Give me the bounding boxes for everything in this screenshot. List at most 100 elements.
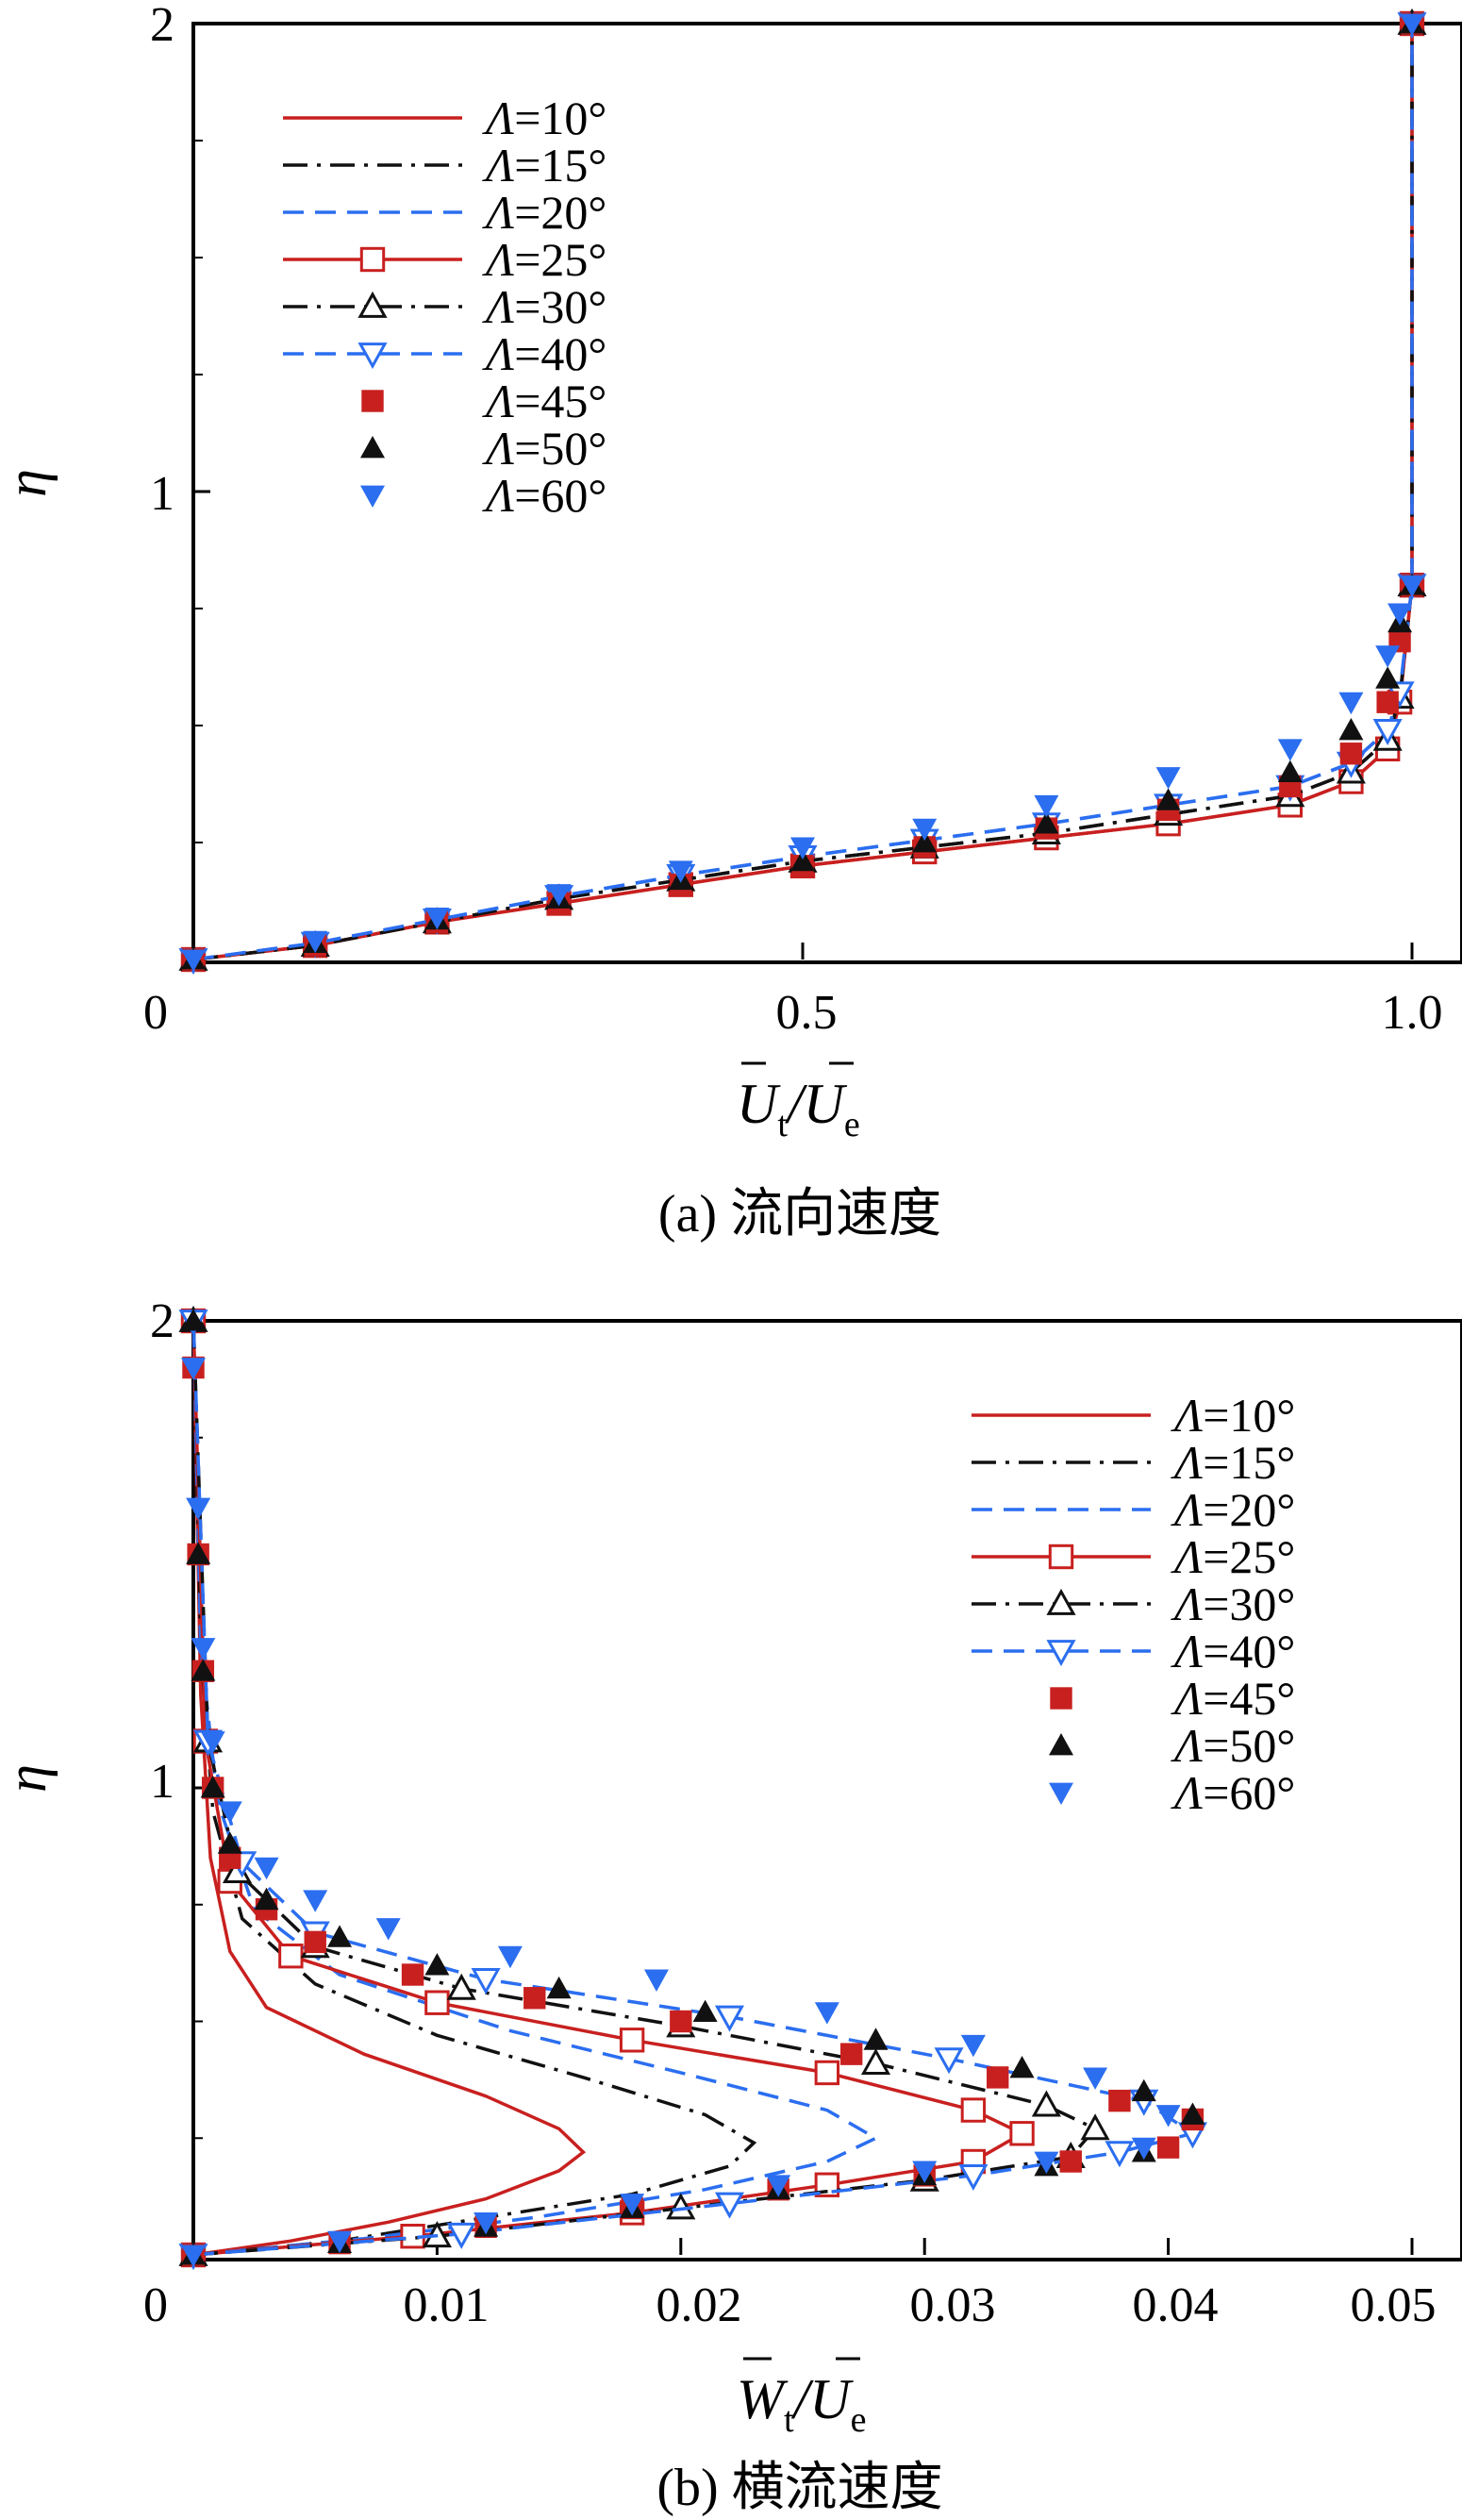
panel-a-legend-marker-8 [360,485,385,508]
panel-a-legend-label-7: Λ=50° [482,422,606,475]
panel-b-series-5 [178,1310,1207,2271]
panel-a-x-tick-0: 0 [143,986,168,1040]
panel-b-series-7-point-9 [1131,2078,1156,2102]
panel-b-legend-label-0: Λ=10° [1171,1389,1295,1442]
panel-a-series-8-point-11 [1375,645,1401,668]
panel-b-legend-value-5: =40° [1203,1625,1295,1677]
panel-b-series-8-point-4 [766,2175,791,2197]
panel-a-legend-value-3: =25° [514,233,606,286]
panel-b-legend-label-1: Λ=15° [1171,1436,1295,1489]
panel-b-series-6-point-14 [401,1963,424,1986]
panel-b-series-5-point-7 [934,2047,964,2075]
panel-b-caption: (b) 横流速度 [656,2459,942,2517]
panel-b-series-8-point-17 [217,1801,242,1824]
panel-b-x-axis-label: Wt/Ue [737,2357,866,2440]
panel-b-legend-value-7: =50° [1203,1719,1295,1772]
panel-b-series-8-point-12 [643,1969,669,1992]
panel-b-legend-value-6: =45° [1203,1672,1295,1725]
panel-b: 2 1 0 0.01 0.02 0.03 0.04 0.05 η Wt/Ue (… [0,1294,1462,2517]
panel-b-legend-item-5: Λ=40° [972,1625,1295,1677]
panel-b-x-tick-0-01: 0.01 [404,2278,490,2332]
panel-b-series-7-point-11 [863,2028,889,2050]
panel-a-series-8-point-6 [912,818,938,842]
panel-b-legend-marker-6 [1050,1687,1072,1710]
panel-a-series-8-point-7 [1034,794,1059,818]
panel-a-series-8-point-13 [1400,575,1424,598]
panel-b-series [178,1305,1207,2271]
panel-b-legend-marker-3 [1048,1544,1074,1570]
panel-a-series-8-point-1 [303,930,328,954]
panel-b-series-3 [180,1308,1035,2268]
panel-b-y-axis-label: η [0,1764,58,1793]
panel-a-series-8-point-12 [1387,603,1413,626]
panel-b-series-7-point-8 [1180,2102,1205,2125]
panel-b-series-2-line [191,1320,880,2257]
panel-b-series-5-point-1 [446,2222,476,2249]
panel-a-x-axis-label: Ut/Ue [737,1061,860,1144]
panel-b-series-8-point-6 [1034,2151,1059,2174]
panel-a-legend-label-5: Λ=40° [482,327,606,380]
panel-b-series-8-point-2 [473,2211,499,2235]
panel-a-x-tick-1-0: 1.0 [1382,986,1443,1040]
panel-b-series-6-point-11 [839,2043,863,2065]
panel-b-x-tick-0-03: 0.03 [910,2278,996,2332]
panel-a-series-8-point-5 [790,837,815,859]
panel-b-x-tick-0-02: 0.02 [656,2278,742,2332]
panel-b-legend-label-6: Λ=45° [1171,1672,1295,1725]
panel-b-legend-item-8: Λ=60° [1049,1766,1295,1819]
panel-a-y-tick-2: 2 [150,0,174,52]
panel-b-legend-value-4: =30° [1203,1577,1295,1630]
panel-b-series-7-point-13 [546,1976,572,1999]
panel-b-series-8-point-10 [960,2034,986,2058]
panel-a-series-8-point-8 [1155,767,1181,790]
panel-b-legend-marker-7 [1049,1733,1073,1756]
panel-a-legend-item-0: Λ=10° [283,92,606,144]
panel-b-series-8-point-9 [1083,2067,1108,2090]
panel-b-series-8-point-5 [912,2161,938,2183]
panel-a-series-8 [181,13,1424,972]
panel-b-legend-item-0: Λ=10° [972,1389,1295,1442]
panel-b-legend-marker-5 [1046,1640,1076,1667]
panel-b-series-3-point-9 [424,1990,450,2015]
panel-a-legend-item-8: Λ=60° [360,469,606,522]
panel-b-series-4-point-7 [860,2047,891,2075]
panel-b-series-6-point-9 [1108,2089,1131,2112]
panel-b-legend-value-1: =15° [1203,1436,1295,1489]
panel-a-series-7-point-6 [912,830,938,853]
panel-a-legend-label-4: Λ=30° [482,280,606,333]
panel-b-xlabel-main: W [737,2368,789,2430]
panel-b-series-3-point-7 [814,2060,840,2086]
panel-a-legend-label-2: Λ=20° [482,186,606,239]
panel-b-x-tick-0: 0 [143,2278,168,2332]
panel-b-xlabel-main2: U [809,2368,854,2430]
panel-b-series-3-line [191,1320,1026,2257]
panel-a-x-tick-0-5: 0.5 [776,986,838,1040]
panel-b-legend-label-7: Λ=50° [1171,1719,1295,1772]
panel-a-series-5-point-11 [1372,719,1403,746]
panel-a-legend-value-4: =30° [514,280,606,333]
panel-a-series-7-point-10 [1338,717,1364,741]
panel-b-legend-symbol-4: Λ [1171,1577,1203,1630]
panel-b-series-7-point-10 [1009,2056,1035,2078]
panel-b-series-8-point-19 [191,1638,216,1661]
panel-b-series-3-point-5 [1009,2121,1035,2146]
panel-b-series-8-point-0 [181,2245,206,2267]
panel-b-series-8-point-7 [1131,2137,1156,2161]
panel-a-caption: (a) 流向速度 [658,1185,941,1243]
panel-b-series-7 [181,1309,1205,2265]
panel-b-series-5-point-3 [958,2163,989,2191]
panel-a-legend-item-3: Λ=25° [283,233,606,286]
panel-a: 2 1 0 0.5 1.0 η Ut/Ue (a) 流向速度 Λ=10°Λ=15… [0,0,1462,1243]
panel-b-legend-item-6: Λ=45° [1050,1672,1295,1725]
panel-a-legend-symbol-8: Λ [482,469,514,522]
panel-b-legend-label-2: Λ=20° [1171,1483,1295,1536]
panel-b-series-7-point-20 [186,1542,211,1564]
panel-b-legend-value-0: =10° [1203,1389,1295,1442]
panel-a-legend-symbol-4: Λ [482,280,514,333]
panel-a-series-8-point-14 [1400,13,1424,36]
panel-b-legend-item-3: Λ=25° [972,1530,1295,1583]
panel-a-legend-symbol-0: Λ [482,92,514,144]
panel-b-legend-symbol-7: Λ [1171,1719,1203,1772]
panel-b-series-7-point-15 [327,1925,353,1947]
